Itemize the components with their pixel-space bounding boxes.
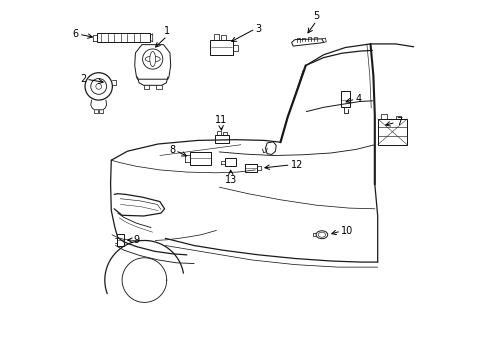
Circle shape <box>85 73 112 100</box>
Bar <box>340 91 349 107</box>
Bar <box>377 119 407 145</box>
Circle shape <box>96 84 102 89</box>
Text: 9: 9 <box>133 235 139 245</box>
Text: 5: 5 <box>313 11 319 21</box>
Bar <box>117 234 123 246</box>
Text: 11: 11 <box>215 115 227 125</box>
Text: 4: 4 <box>355 94 361 104</box>
Text: 1: 1 <box>163 26 170 36</box>
Bar <box>189 152 210 165</box>
Text: 3: 3 <box>255 24 261 34</box>
Text: 13: 13 <box>224 175 237 185</box>
Ellipse shape <box>149 51 155 67</box>
Text: 6: 6 <box>73 29 79 39</box>
Circle shape <box>142 49 163 69</box>
Text: 12: 12 <box>290 160 303 170</box>
Ellipse shape <box>318 232 325 237</box>
Bar <box>224 158 236 166</box>
Ellipse shape <box>145 56 160 62</box>
Text: 8: 8 <box>169 145 175 156</box>
Bar <box>215 135 228 143</box>
Text: 2: 2 <box>80 74 86 84</box>
Text: 7: 7 <box>395 117 401 127</box>
Bar <box>244 164 256 172</box>
Polygon shape <box>291 39 323 46</box>
Polygon shape <box>134 45 170 79</box>
Bar <box>97 33 150 42</box>
Circle shape <box>91 78 106 94</box>
Ellipse shape <box>316 231 327 239</box>
Text: 10: 10 <box>340 226 352 236</box>
Polygon shape <box>265 142 276 154</box>
Bar <box>210 40 232 55</box>
